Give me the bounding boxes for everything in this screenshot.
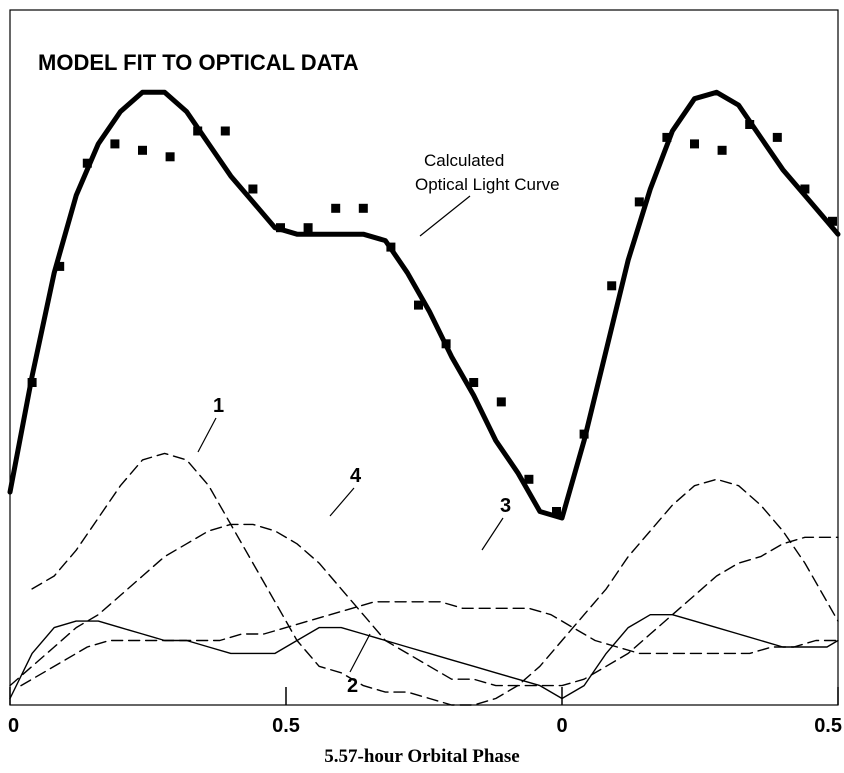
x-tick-label: 0.5 [272, 715, 300, 737]
data-point [82, 158, 92, 168]
series-layer [7, 89, 841, 706]
annotation-line-1: Calculated [424, 151, 504, 170]
x-tick-label: 0 [8, 715, 19, 737]
data-point [496, 397, 506, 407]
data-point [27, 378, 37, 387]
annotation-line-2: Optical Light Curve [415, 175, 560, 194]
data-point [165, 152, 175, 162]
x-axis-label: 5.57-hour Orbital Phase [324, 746, 519, 767]
series-component-1 [31, 452, 839, 706]
data-point [634, 197, 644, 207]
data-point [193, 126, 203, 136]
data-point [579, 429, 589, 439]
curve-label-1-leader [197, 417, 217, 453]
plot-frame [9, 9, 839, 706]
data-point [524, 474, 534, 484]
x-axis-ticks: 0 0.5 0 0.5 [8, 687, 842, 737]
series-component-4 [9, 523, 839, 687]
curve-label-1: 1 [213, 395, 224, 417]
data-point [276, 223, 285, 233]
data-point [552, 507, 561, 516]
data-point [331, 203, 341, 213]
curve-label-3-leader [481, 517, 504, 551]
chart-title: MODEL FIT TO OPTICAL DATA [38, 50, 359, 75]
data-point [55, 261, 65, 271]
data-point [800, 184, 810, 194]
data-point [414, 300, 423, 310]
data-point [248, 184, 258, 194]
data-point [607, 281, 617, 291]
data-point [745, 120, 755, 129]
data-point [303, 223, 313, 233]
data-point [828, 216, 837, 226]
data-point [772, 132, 782, 142]
data-point [717, 145, 727, 155]
series-component-2 [9, 614, 839, 700]
data-point [220, 126, 230, 136]
x-tick-label: 0 [556, 715, 567, 737]
data-point [441, 339, 451, 349]
curve-label-2: 2 [347, 675, 358, 697]
curve-label-3: 3 [500, 495, 511, 517]
curve-label-2-leader [349, 633, 371, 673]
data-point [110, 139, 120, 149]
data-point [662, 132, 672, 142]
data-point [469, 378, 479, 387]
curve-label-4-leader [329, 487, 355, 517]
observed-points [27, 120, 837, 516]
series-component-3 [20, 601, 839, 687]
data-point [386, 242, 396, 252]
data-point [358, 203, 368, 213]
annotation-leader [419, 195, 471, 237]
data-point [138, 145, 147, 155]
x-tick-label: 0.5 [814, 715, 842, 737]
data-point [690, 139, 699, 149]
curve-label-4: 4 [350, 465, 362, 487]
series-light-curve [7, 89, 841, 521]
